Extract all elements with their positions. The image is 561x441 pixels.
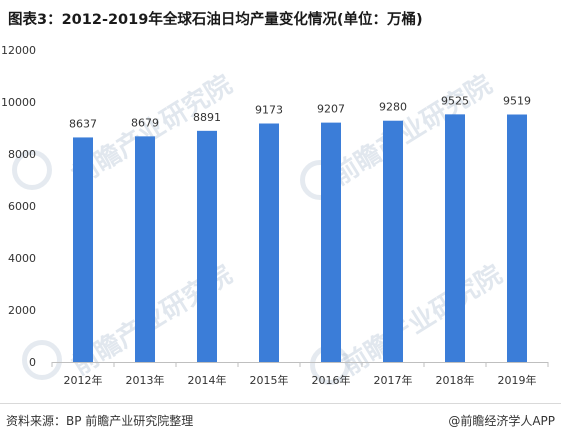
bar (259, 123, 279, 362)
y-tick-label: 8000 (8, 148, 36, 161)
y-axis-labels: 0 2000 4000 6000 8000 10000 12000 (1, 44, 36, 369)
chart-title: 图表3：2012-2019年全球石油日均产量变化情况(单位：万桶) (8, 12, 423, 28)
x-tick-label: 2016年 (312, 373, 351, 387)
x-tick-label: 2015年 (250, 373, 289, 387)
bar (135, 136, 155, 362)
y-tick-label: 10000 (1, 96, 36, 109)
x-tick-label: 2018年 (436, 373, 475, 387)
bar (197, 130, 217, 362)
source-text: 资料来源：BP 前瞻产业研究院整理 (6, 414, 194, 428)
bar (507, 114, 527, 362)
footer: 资料来源：BP 前瞻产业研究院整理 @前瞻经济学人APP (0, 403, 561, 441)
bars (73, 114, 527, 362)
brand-text: @前瞻经济学人APP (448, 414, 555, 428)
data-label: 8891 (193, 111, 221, 124)
x-axis (51, 362, 549, 367)
data-label: 9519 (503, 95, 531, 108)
data-label: 8637 (69, 117, 97, 130)
x-tick-label: 2013年 (126, 373, 165, 387)
data-label: 9525 (441, 94, 469, 107)
y-tick-label: 0 (29, 356, 36, 369)
y-tick-label: 12000 (1, 44, 36, 57)
data-label: 8679 (131, 116, 159, 129)
y-tick-label: 2000 (8, 304, 36, 317)
x-tick-label: 2019年 (498, 373, 537, 387)
x-tick-label: 2017年 (374, 373, 413, 387)
bar (383, 120, 403, 362)
data-labels: 8637 8679 8891 9173 9207 9280 9525 9519 (69, 94, 531, 130)
y-tick-label: 4000 (8, 252, 36, 265)
x-tick-label: 2014年 (188, 373, 227, 387)
x-axis-labels: 2012年 2013年 2014年 2015年 2016年 2017年 2018年 2019年 (64, 373, 537, 387)
bar (445, 114, 465, 362)
x-tick-label: 2012年 (64, 373, 103, 387)
data-label: 9280 (379, 101, 407, 114)
bar (321, 122, 341, 362)
bar (73, 137, 93, 362)
y-tick-label: 6000 (8, 200, 36, 213)
bar-chart: 0 2000 4000 6000 8000 10000 12000 8637 8679 8891… (1, 44, 549, 387)
data-label: 9173 (255, 104, 283, 117)
data-label: 9207 (317, 103, 345, 116)
